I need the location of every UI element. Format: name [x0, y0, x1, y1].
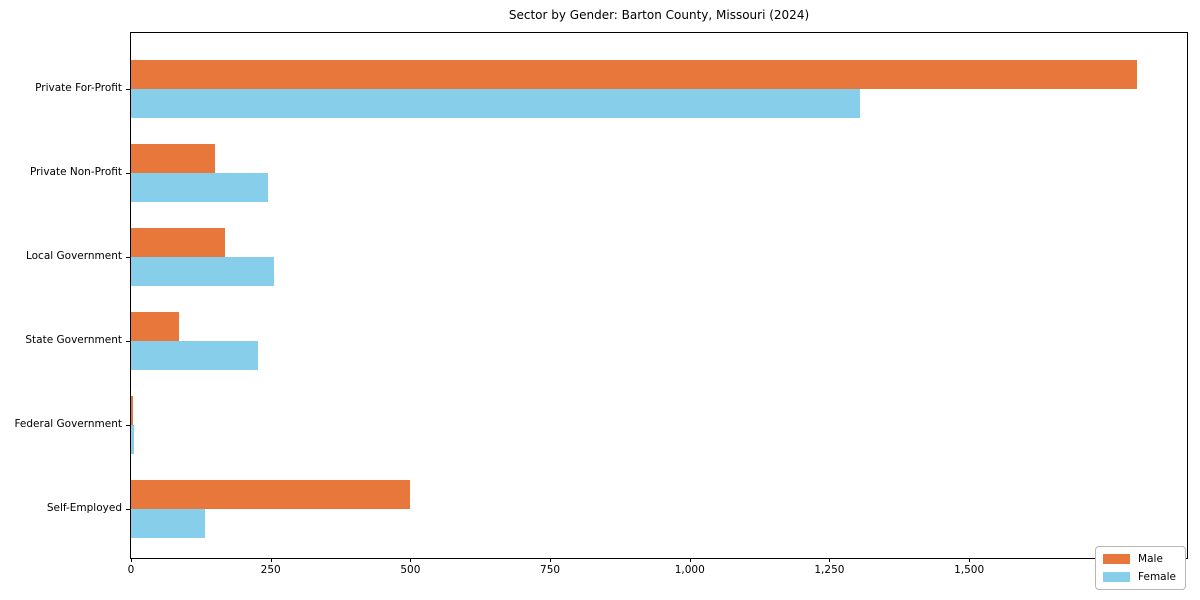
legend-swatch-female — [1103, 572, 1131, 582]
y-axis-label: Private For-Profit — [35, 82, 122, 94]
bar-male — [131, 60, 1137, 89]
y-axis-label: Federal Government — [14, 418, 122, 430]
y-tick-mark — [126, 173, 130, 174]
x-tick-mark — [829, 558, 831, 562]
y-axis-label: Private Non-Profit — [29, 166, 122, 178]
y-axis-label: Self-Employed — [46, 502, 122, 514]
x-tick-mark — [270, 558, 272, 562]
y-tick-mark — [126, 425, 130, 426]
y-tick-mark — [126, 89, 130, 90]
legend-label-male: Male — [1138, 553, 1163, 565]
bar-female — [131, 341, 259, 370]
y-axis-label: Local Government — [25, 250, 122, 262]
x-tick-label: 0 — [127, 564, 135, 576]
bar-male — [131, 480, 411, 509]
bar-male — [131, 144, 215, 173]
x-tick-mark — [689, 558, 691, 562]
bar-female — [131, 173, 268, 202]
bar-male — [131, 312, 180, 341]
y-tick-mark — [126, 257, 130, 258]
plot-area — [130, 32, 1188, 559]
legend-item-male: Male — [1103, 553, 1176, 565]
chart-title: Sector by Gender: Barton County, Missour… — [508, 8, 810, 22]
y-tick-mark — [126, 509, 130, 510]
legend-label-female: Female — [1138, 571, 1176, 583]
bar-female — [131, 509, 206, 538]
bar-male — [131, 228, 225, 257]
bar-female — [131, 89, 861, 118]
x-tick-mark — [131, 558, 132, 562]
x-tick-label: 750 — [540, 564, 561, 576]
legend: Male Female — [1095, 546, 1186, 590]
x-tick-mark — [969, 558, 971, 562]
bar-male — [131, 396, 134, 425]
x-tick-label: 1,500 — [954, 564, 985, 576]
legend-item-female: Female — [1103, 571, 1176, 583]
bar-female — [131, 425, 135, 454]
x-tick-label: 1,000 — [674, 564, 705, 576]
y-tick-mark — [126, 341, 130, 342]
x-tick-mark — [550, 558, 552, 562]
x-tick-label: 250 — [260, 564, 281, 576]
x-tick-label: 500 — [400, 564, 421, 576]
x-tick-mark — [410, 558, 412, 562]
x-tick-label: 1,250 — [814, 564, 845, 576]
y-axis-label: State Government — [25, 334, 122, 346]
legend-swatch-male — [1103, 554, 1131, 564]
bar-female — [131, 257, 275, 286]
